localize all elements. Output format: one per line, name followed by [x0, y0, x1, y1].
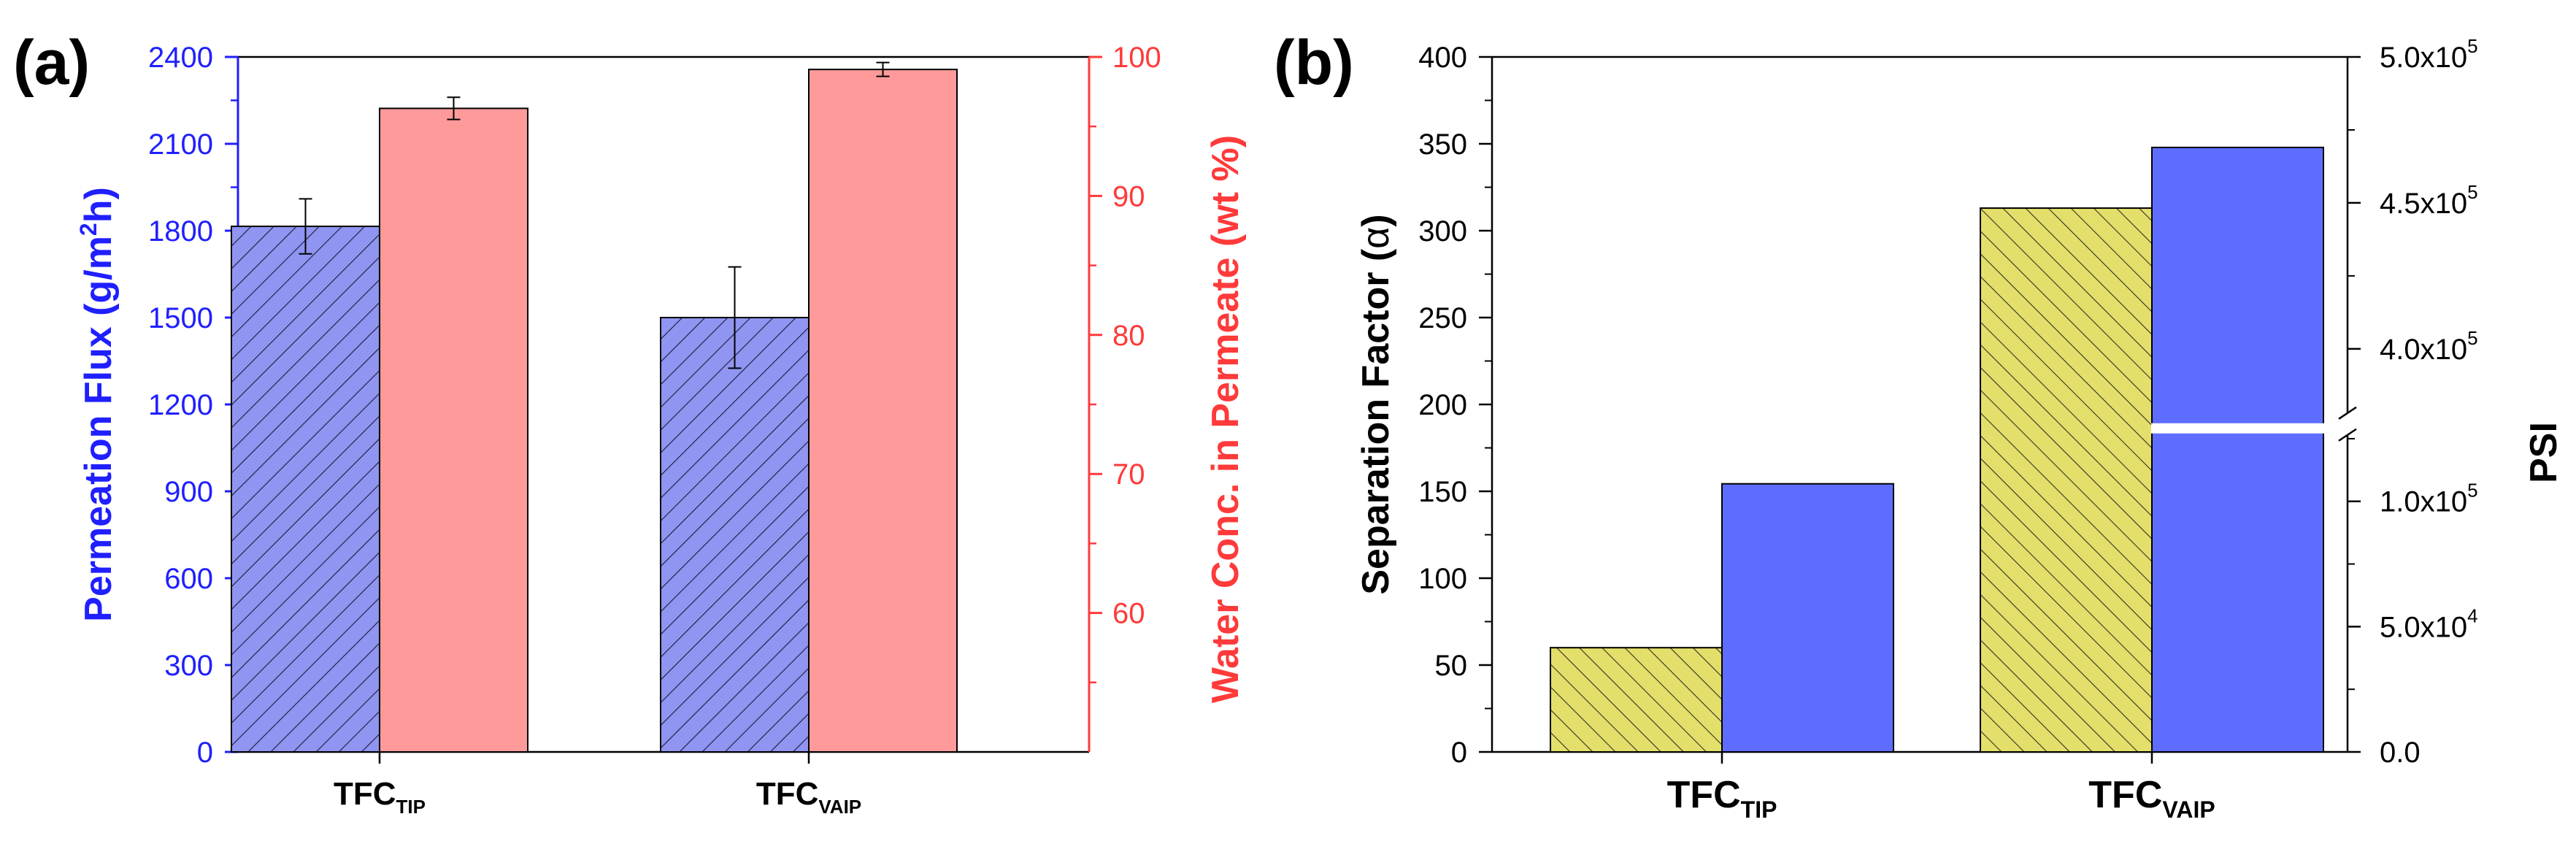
- right-tick-label-a: 90: [1112, 180, 1145, 212]
- left-tick-label-a: 0: [197, 737, 213, 769]
- left-tick-label-b: 50: [1435, 650, 1468, 682]
- left-tick-label-a: 1200: [148, 389, 213, 421]
- category-subscript: VAIP: [818, 796, 861, 818]
- psi-bar: [2151, 146, 2324, 753]
- left-axis-title-a: Permeation Flux (g/m2h): [75, 187, 120, 622]
- panel-b: (b) 0501001502002503003504000.05.0x1041.…: [1274, 28, 2565, 823]
- category-name: TFC: [1667, 774, 1741, 816]
- left-tick-label-b: 250: [1418, 302, 1467, 334]
- right-tick-label-a: 80: [1112, 320, 1145, 352]
- tick-exponent: 5: [2467, 327, 2477, 349]
- right-tick-label-b: 5.0x104: [2380, 604, 2478, 643]
- left-tick-label-a: 1800: [148, 215, 213, 247]
- tick-mantissa: 0.0: [2380, 737, 2421, 769]
- psi-bar: [1721, 483, 1894, 753]
- left-tick-label-a: 900: [164, 476, 213, 508]
- category-label-a: TFCVAIP: [756, 776, 861, 818]
- left-tick-label-b: 400: [1418, 42, 1467, 74]
- separation-factor-bar: [1550, 647, 1723, 753]
- category-label-a: TFCTIP: [334, 776, 426, 818]
- right-tick-label-a: 100: [1112, 42, 1161, 74]
- right-tick-label-a: 70: [1112, 458, 1145, 491]
- right-tick-label-a: 60: [1112, 598, 1145, 630]
- left-tick-label-a: 2100: [148, 128, 213, 161]
- right-axis-title-b: PSI: [2523, 422, 2565, 483]
- tick-mantissa: 4.0x10: [2380, 334, 2467, 366]
- right-tick-label-b: 1.0x105: [2380, 480, 2478, 518]
- right-tick-label-b: 0.0: [2380, 737, 2421, 769]
- psi-bar-break-gap: [2151, 423, 2324, 434]
- category-subscript: VAIP: [2162, 796, 2215, 823]
- category-subscript: TIP: [396, 796, 426, 818]
- category-name: TFC: [334, 776, 396, 812]
- left-tick-label-b: 300: [1418, 215, 1467, 247]
- flux-bar: [660, 317, 810, 753]
- category-name: TFC: [756, 776, 819, 812]
- panel-a-label: (a): [13, 28, 90, 98]
- category-name: TFC: [2088, 774, 2162, 816]
- right-axis-title-a: Water Conc. in Permeate (wt %): [1204, 135, 1247, 703]
- left-tick-label-b: 200: [1418, 389, 1467, 421]
- left-tick-label-a: 600: [164, 563, 213, 595]
- left-tick-label-b: 100: [1418, 563, 1467, 595]
- right-tick-label-b: 4.0x105: [2380, 327, 2478, 366]
- tick-exponent: 5: [2467, 480, 2477, 502]
- axis-title-end: h): [77, 187, 120, 223]
- right-tick-label-b: 4.5x105: [2380, 181, 2478, 220]
- left-tick-label-a: 300: [164, 650, 213, 682]
- panel-b-label: (b): [1274, 28, 1354, 98]
- water-conc-bar: [808, 69, 958, 753]
- axis-break-mark: [2338, 406, 2357, 420]
- tick-exponent: 4: [2467, 604, 2477, 626]
- category-subscript: TIP: [1741, 796, 1777, 823]
- axis-title-text: Permeation Flux (g/m: [77, 236, 120, 622]
- tick-mantissa: 5.0x10: [2380, 42, 2467, 74]
- axis-title-end: ): [1355, 214, 1397, 226]
- axis-title-sup: 2: [75, 223, 101, 236]
- left-tick-label-a: 1500: [148, 302, 213, 334]
- axis-title-symbol: α: [1355, 227, 1397, 249]
- panel-a: (a) 030060090012001500180021002400607080…: [13, 28, 1247, 818]
- tick-mantissa: 5.0x10: [2380, 611, 2467, 643]
- tick-mantissa: 1.0x10: [2380, 486, 2467, 518]
- water-conc-bar: [379, 107, 528, 753]
- tick-mantissa: 4.5x10: [2380, 188, 2467, 220]
- axis-break-mark: [2338, 428, 2357, 442]
- tick-exponent: 5: [2467, 181, 2477, 203]
- right-tick-label-b: 5.0x105: [2380, 35, 2478, 74]
- left-tick-label-b: 350: [1418, 128, 1467, 161]
- left-tick-label-a: 2400: [148, 42, 213, 74]
- category-label-b: TFCVAIP: [2088, 774, 2215, 823]
- left-tick-label-b: 0: [1451, 737, 1467, 769]
- axis-title-text: Separation Factor (: [1355, 248, 1397, 595]
- left-tick-label-b: 150: [1418, 476, 1467, 508]
- tick-exponent: 5: [2467, 35, 2477, 57]
- separation-factor-bar: [1980, 207, 2153, 753]
- left-axis-title-b: Separation Factor (α): [1355, 214, 1397, 594]
- flux-bar: [231, 226, 380, 753]
- category-label-b: TFCTIP: [1667, 774, 1777, 823]
